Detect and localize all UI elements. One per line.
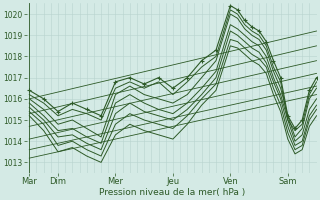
X-axis label: Pression niveau de la mer( hPa ): Pression niveau de la mer( hPa ): [99, 188, 245, 197]
